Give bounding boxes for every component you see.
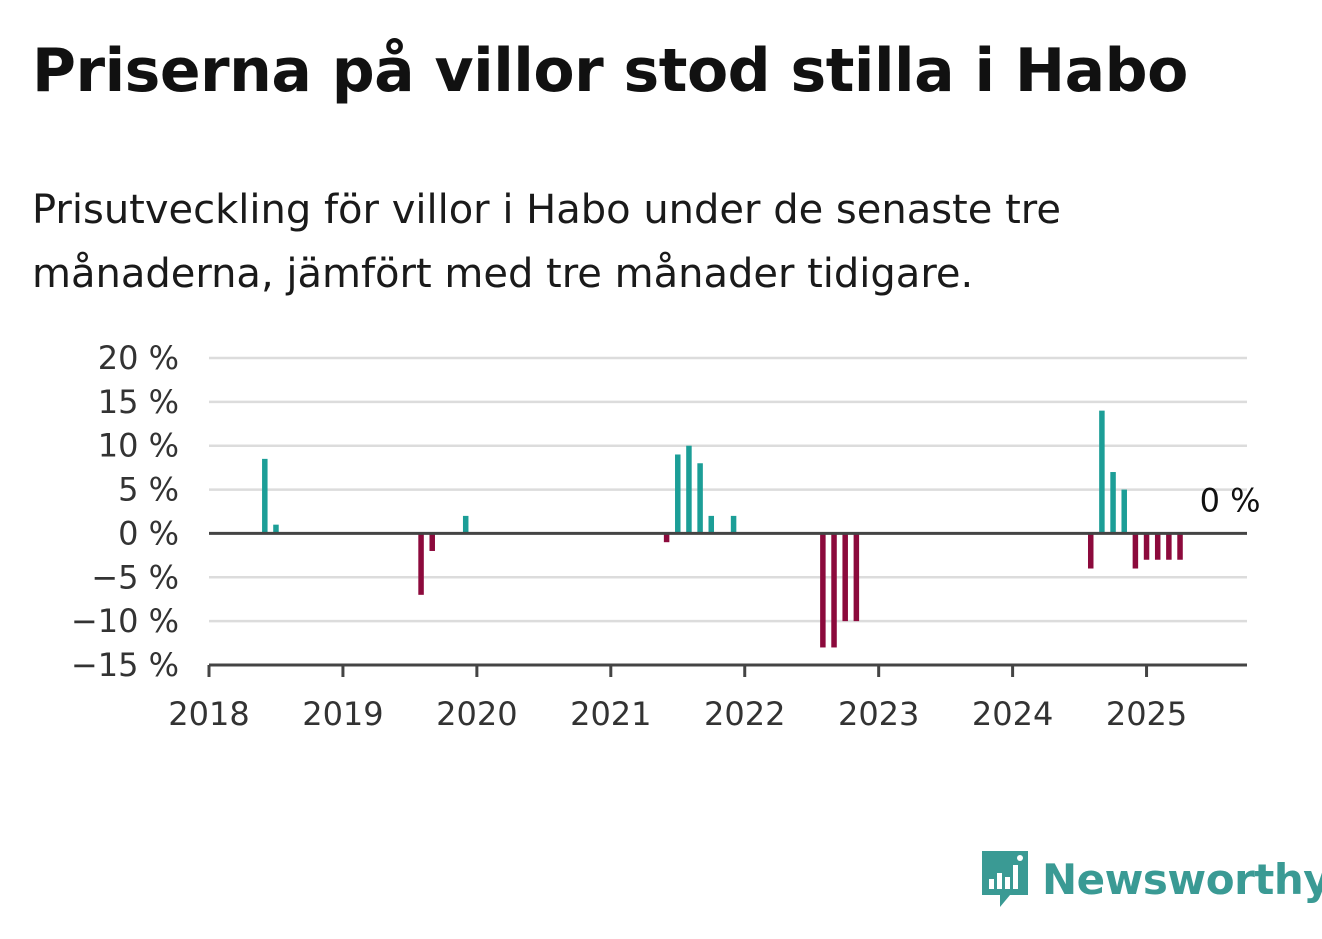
- y-tick-label: 0 %: [118, 514, 179, 552]
- bar: [1099, 410, 1105, 534]
- bar: [418, 533, 424, 595]
- x-tick-label: 2025: [1106, 695, 1187, 733]
- bar: [663, 533, 670, 543]
- x-tick-label: 2024: [972, 695, 1053, 733]
- chart-subtitle: Prisutveckling för villor i Habo under d…: [32, 187, 1061, 297]
- bar: [1087, 533, 1094, 569]
- bar: [1177, 533, 1183, 560]
- brand-logo: Newsworthy: [980, 848, 1322, 910]
- bar: [262, 458, 268, 534]
- bar: [675, 454, 681, 534]
- y-tick-label: 5 %: [118, 471, 179, 509]
- x-tick-label: 2019: [302, 695, 383, 733]
- bar: [1154, 533, 1161, 560]
- bar: [708, 515, 715, 534]
- latest-value-label: 0 %: [1200, 481, 1261, 519]
- bar: [1166, 533, 1172, 560]
- bar: [1132, 533, 1139, 569]
- brand-name: Newsworthy: [1042, 854, 1322, 904]
- bar: [697, 463, 703, 534]
- bar: [1110, 472, 1116, 534]
- bar: [273, 524, 279, 534]
- bar: [820, 533, 826, 648]
- y-tick-label: −10 %: [71, 602, 179, 640]
- y-tick-label: 10 %: [98, 427, 179, 465]
- x-tick-label: 2021: [570, 695, 651, 733]
- x-tick-label: 2018: [168, 695, 249, 733]
- y-tick-label: 15 %: [98, 383, 179, 421]
- y-axis-tick-labels: 20 % 15 % 10 % 5 % 0 % −5 % −10 % −15 %: [71, 339, 179, 684]
- x-tick-label: 2023: [838, 695, 919, 733]
- newsworthy-logo-icon: [982, 851, 1028, 907]
- y-tick-label: −5 %: [91, 558, 179, 596]
- bar: [1143, 533, 1150, 560]
- bar: [831, 533, 837, 648]
- bar: [730, 515, 737, 534]
- bars: [262, 410, 1183, 648]
- bar: [429, 533, 435, 551]
- gridlines: [209, 356, 1247, 623]
- chart-title: Priserna på villor stod stilla i Habo: [32, 36, 1188, 106]
- x-axis-tick-labels: 2018 2019 2020 2021 2022 2023 2024 2025: [168, 695, 1187, 733]
- bar-chart: 20 %15 %10 %5 %0 %−5 %−10 %−15 % 2018 201…: [71, 339, 1261, 733]
- y-tick-label: 20 %: [98, 339, 179, 377]
- bar: [1121, 489, 1127, 534]
- axes: [207, 531, 1247, 677]
- bar: [462, 515, 469, 534]
- bar: [853, 533, 860, 622]
- bar: [686, 445, 692, 534]
- y-tick-label: −15 %: [71, 646, 179, 684]
- x-tick-label: 2020: [436, 695, 517, 733]
- x-tick-label: 2022: [704, 695, 785, 733]
- bar: [842, 533, 848, 622]
